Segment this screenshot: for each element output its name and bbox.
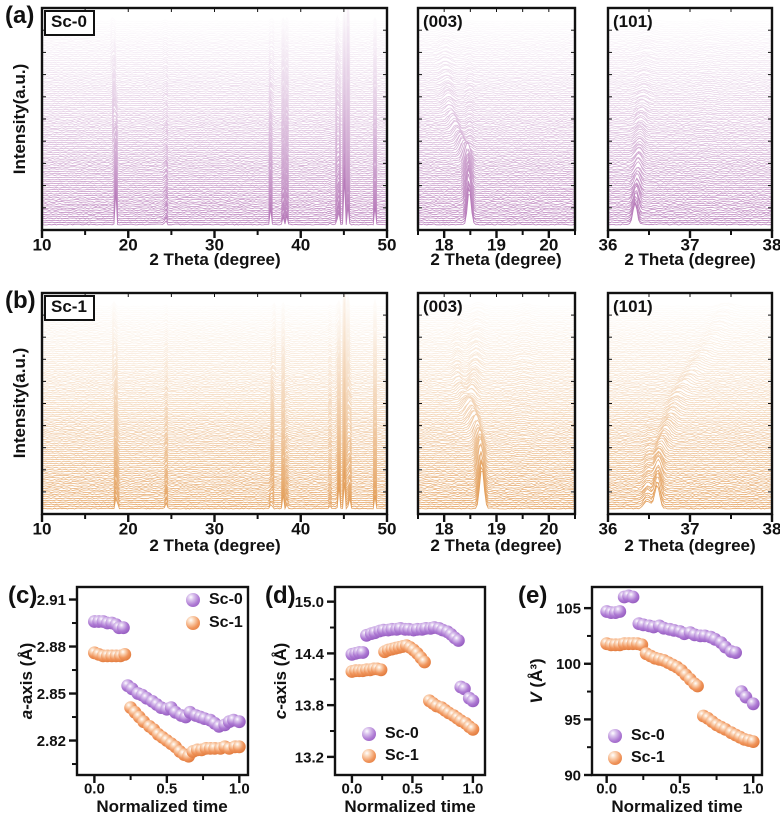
svg-text:0.5: 0.5 (670, 781, 691, 798)
legend-e-row-sc0: Sc-0 (608, 725, 665, 747)
x-axis-title-c: Normalized time (96, 797, 228, 816)
x-axis-title-b-003: 2 Theta (degree) (430, 536, 562, 555)
svg-text:13.2: 13.2 (295, 749, 324, 766)
svg-text:13.8: 13.8 (295, 698, 324, 715)
legend-label-sc0: Sc-0 (631, 727, 665, 744)
panel-label-d: (d) (265, 582, 296, 609)
sample-label-sc1: Sc-1 (44, 295, 95, 321)
panel-label-a: (a) (5, 2, 35, 29)
y-axis-title-c-italic: a (17, 709, 36, 720)
svg-text:0.0: 0.0 (84, 781, 105, 798)
svg-text:20: 20 (539, 236, 558, 255)
legend-marker-sc0 (608, 729, 622, 743)
svg-text:0.5: 0.5 (402, 781, 423, 798)
y-axis-title-d-italic: c (271, 709, 290, 720)
x-axis-title-b-101: 2 Theta (degree) (624, 536, 756, 555)
svg-text:20: 20 (119, 236, 138, 255)
svg-text:18: 18 (435, 236, 454, 255)
y-axis-title-c-rest: -axis (Å) (17, 642, 36, 710)
x-axis-title-a-101: 2 Theta (degree) (624, 250, 756, 269)
svg-text:2.85: 2.85 (37, 686, 66, 703)
svg-text:50: 50 (378, 236, 397, 255)
svg-text:18: 18 (435, 520, 454, 539)
legend-label-sc1: Sc-1 (385, 747, 419, 764)
legend-marker-sc0 (186, 593, 200, 607)
legend-marker-sc1 (186, 616, 200, 630)
reflection-label-003-a: (003) (423, 12, 463, 31)
svg-text:2.91: 2.91 (37, 592, 66, 609)
svg-text:1.0: 1.0 (462, 781, 483, 798)
svg-text:100: 100 (556, 656, 581, 673)
x-axis-title-a-main: 2 Theta (degree) (149, 250, 281, 269)
svg-text:10: 10 (33, 236, 52, 255)
legend-d-row-sc0: Sc-0 (362, 723, 419, 745)
svg-text:30: 30 (205, 236, 224, 255)
legend-label-sc0: Sc-0 (209, 591, 243, 608)
svg-text:105: 105 (556, 601, 581, 618)
legend-c-row-sc0: Sc-0 (186, 589, 243, 611)
legend-label-sc1: Sc-1 (209, 614, 243, 631)
svg-text:0.5: 0.5 (156, 781, 177, 798)
svg-text:36: 36 (599, 236, 618, 255)
sample-label-sc0: Sc-0 (44, 10, 95, 36)
svg-text:90: 90 (564, 767, 581, 784)
legend-label-sc1: Sc-1 (631, 749, 665, 766)
y-axis-title-c: a-axis (Å) (17, 643, 37, 720)
svg-text:37: 37 (681, 236, 700, 255)
svg-text:36: 36 (599, 520, 618, 539)
reflection-label-003-b: (003) (423, 297, 463, 316)
reflection-label-101-b: (101) (613, 297, 653, 316)
y-axis-title-d-rest: -axis (Å) (271, 642, 290, 710)
y-axis-title-e: V (Å³) (527, 658, 547, 703)
x-axis-title-e: Normalized time (611, 797, 743, 816)
legend-label-sc0: Sc-0 (385, 725, 419, 742)
svg-text:19: 19 (487, 520, 506, 539)
svg-text:20: 20 (119, 520, 138, 539)
legend-marker-sc1 (608, 751, 622, 765)
legend-marker-sc1 (362, 749, 376, 763)
legend-c-row-sc1: Sc-1 (186, 612, 243, 634)
svg-text:0.0: 0.0 (596, 781, 617, 798)
panel-label-c: (c) (8, 582, 38, 609)
y-axis-title-d: c-axis (Å) (271, 643, 291, 720)
svg-text:50: 50 (378, 520, 397, 539)
svg-text:1.0: 1.0 (743, 781, 764, 798)
svg-text:19: 19 (487, 236, 506, 255)
reflection-label-101-a: (101) (613, 12, 653, 31)
x-axis-title-a-003: 2 Theta (degree) (430, 250, 562, 269)
svg-text:0.0: 0.0 (342, 781, 363, 798)
svg-text:40: 40 (291, 520, 310, 539)
y-axis-title-b: Intensity(a.u.) (10, 347, 29, 459)
svg-text:2.88: 2.88 (37, 639, 66, 656)
svg-text:40: 40 (291, 236, 310, 255)
svg-text:10: 10 (33, 520, 52, 539)
svg-text:20: 20 (539, 520, 558, 539)
svg-text:1.0: 1.0 (229, 781, 250, 798)
svg-text:14.4: 14.4 (295, 646, 325, 663)
legend-marker-sc0 (362, 727, 376, 741)
svg-text:15.0: 15.0 (295, 594, 324, 611)
y-axis-title-e-rest: (Å³) (527, 658, 546, 693)
panel-label-b: (b) (5, 287, 36, 314)
x-axis-title-b-main: 2 Theta (degree) (149, 536, 281, 555)
svg-text:38: 38 (763, 236, 780, 255)
svg-text:95: 95 (564, 712, 581, 729)
svg-text:38: 38 (763, 520, 780, 539)
svg-text:37: 37 (681, 520, 700, 539)
x-axis-title-d: Normalized time (344, 797, 476, 816)
y-axis-title-e-italic: V (527, 692, 546, 704)
y-axis-title-a: Intensity(a.u.) (10, 63, 29, 175)
svg-text:30: 30 (205, 520, 224, 539)
legend-d-row-sc1: Sc-1 (362, 745, 419, 767)
svg-text:2.82: 2.82 (37, 733, 66, 750)
panel-label-e: (e) (518, 582, 548, 609)
legend-e-row-sc1: Sc-1 (608, 747, 665, 769)
